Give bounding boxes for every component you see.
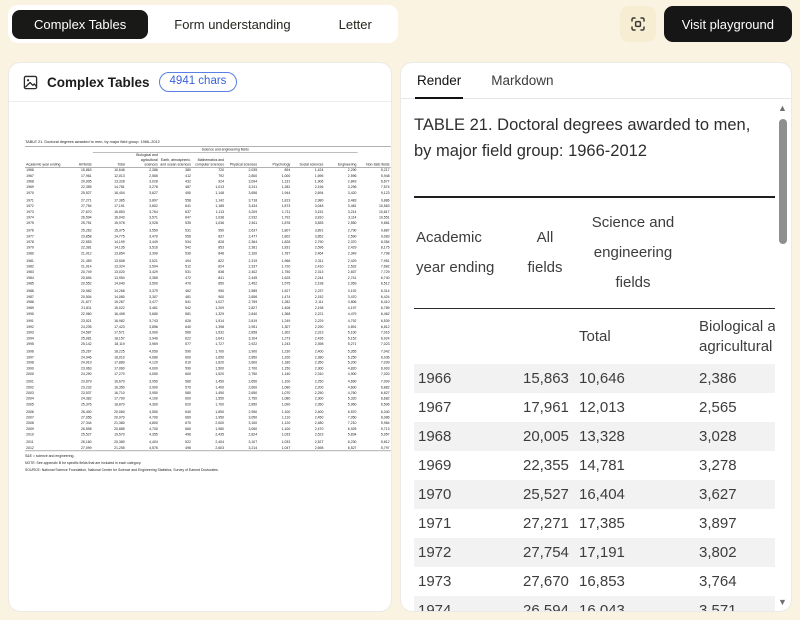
scanned-document[interactable]: TABLE 21. Doctoral degrees awarded to me… xyxy=(9,102,391,573)
scan-table-row: 1989 21,811 15,022 3,461 542 1,209 2,827 1,408 2… xyxy=(26,305,390,310)
table-row: 1973 27,670 16,853 3,764 xyxy=(418,573,737,591)
scan-table-row: 1986 20,582 14,268 3,379 462 950 2,585 1,527 2,2… xyxy=(26,288,390,293)
scan-table-row: 1978 22,553 14,199 3,449 534 828 2,364 1,828 2,7… xyxy=(26,239,390,244)
tab-markdown[interactable]: Markdown xyxy=(489,65,555,99)
source-panel-title: Complex Tables xyxy=(47,74,150,90)
table-row: 1974 26,594 16,043 3,571 xyxy=(414,596,775,611)
scan-table-row: 1977 23,858 14,775 3,470 556 837 2,477 1,802 3,8… xyxy=(26,234,390,239)
scan-table-row: 2010 25,527 19,570 4,355 496 2,435 2,824 1,033 2… xyxy=(26,432,390,437)
table-row: 1969 22,355 14,781 3,278 xyxy=(418,457,737,475)
scan-table-row: 2006 26,400 20,060 4,550 640 1,850 2,950 1,100 2… xyxy=(26,409,390,414)
fullscreen-scan-icon xyxy=(630,16,646,32)
scan-table-row: 1970 25,527 16,404 3,627 490 1,148 3,656 1,944 2… xyxy=(26,190,390,195)
scan-table-row: 1981 21,459 13,508 3,521 494 822 2,319 1,966 2,3… xyxy=(26,258,390,263)
scan-table-row: 1985 20,552 14,040 3,500 470 850 2,452 1,575 2,1… xyxy=(26,281,390,286)
scan-table-row: 1993 24,587 17,571 3,900 566 1,532 2,858 1,302 2… xyxy=(26,330,390,335)
vertical-scrollbar[interactable]: ▲ ▼ xyxy=(776,101,789,609)
scan-table-row: 1996 25,267 18,225 4,050 590 1,700 2,900 1,230 2… xyxy=(26,349,390,354)
top-bar: Complex Tables Form understanding Letter… xyxy=(8,4,792,44)
table-row: 1971 27,271 17,385 3,897 xyxy=(418,515,737,533)
scan-table-row: 1975 25,751 15,978 3,928 535 1,036 2,811 1,878 3… xyxy=(26,221,390,225)
scan-table-row: 1966 15,863 10,646 2,386 380 720 2,035 894 1,424… xyxy=(26,168,390,173)
scan-table-row: 1988 21,677 15,267 3,477 541 1,027 2,759 1,282 2… xyxy=(26,300,390,305)
scan-table-row: 1992 24,235 17,423 3,856 640 1,398 2,951 1,307 2… xyxy=(26,324,390,329)
source-panel-header: Complex Tables 4941 chars xyxy=(9,63,391,102)
char-count-badge: 4941 chars xyxy=(158,71,238,93)
visit-playground-button[interactable]: Visit playground xyxy=(663,6,792,42)
scan-table-row: 1979 22,381 14,135 3,516 542 853 2,381 1,831 2,5… xyxy=(26,245,390,250)
scan-table-row: 1999 23,963 17,060 4,000 590 1,500 2,700 1,150 2… xyxy=(26,366,390,371)
scanned-table-image: TABLE 21. Doctoral degrees awarded to me… xyxy=(25,140,391,475)
table-row: 1967 17,961 12,013 2,565 xyxy=(418,399,737,417)
scan-table-row: 1971 27,271 17,385 3,897 558 1,142 3,718 1,813 2… xyxy=(26,198,390,203)
scan-table-row: 2004 24,382 17,700 4,100 600 1,550 2,750 1,080 2… xyxy=(26,396,390,401)
table-row: 1972 27,754 17,191 3,802 xyxy=(414,538,775,568)
scan-table-row: 2000 24,290 17,270 4,050 600 1,520 2,750 1,140 2… xyxy=(26,372,390,376)
table-row: 1966 15,863 10,646 2,386 xyxy=(414,364,775,394)
scan-table-title: TABLE 21. Doctoral degrees awarded to me… xyxy=(25,140,160,145)
scan-table-row: 1976 25,262 15,375 3,559 531 950 2,637 1,807 3,8… xyxy=(26,228,390,233)
tab-form-understanding[interactable]: Form understanding xyxy=(152,10,312,39)
scan-table-row: 1984 20,694 13,954 3,365 472 841 2,445 1,625 2,2… xyxy=(26,275,390,280)
scan-table-row: 2009 26,598 20,885 4,700 660 1,980 3,050 1,100 2… xyxy=(26,426,390,431)
tab-complex-tables[interactable]: Complex Tables xyxy=(12,9,149,39)
scan-table-row: 2008 27,344 21,380 4,800 670 2,000 3,100 1,120 2… xyxy=(26,421,390,425)
scan-table-row: 1995 25,142 18,119 3,969 577 1,727 2,922 1,243 2… xyxy=(26,341,390,346)
scrollbar-thumb[interactable] xyxy=(778,119,787,244)
scan-table-row: 1973 27,670 16,853 3,764 637 1,113 3,209 1,711 3… xyxy=(26,209,390,214)
scan-table: Science and engineering fields Academic y… xyxy=(25,146,391,452)
scan-footnote: SOURCE: National Science Foundation, Nat… xyxy=(25,467,219,472)
top-bar-actions: Visit playground xyxy=(619,6,792,42)
scroll-down-arrow[interactable]: ▼ xyxy=(778,597,787,607)
scan-table-row: 1990 22,960 16,498 3,680 581 1,329 2,840 1,368 2… xyxy=(26,311,390,316)
scan-table-row: 1969 22,355 14,781 3,278 487 1,013 3,241 1,282 2… xyxy=(26,185,390,190)
scan-footnote: S&E = science and engineering. xyxy=(25,453,75,458)
rendered-table: Academic year ending All fields Science an… xyxy=(414,196,775,611)
scan-table-row: 2001 23,679 16,670 3,950 580 1,450 2,650 1,100 2… xyxy=(26,379,390,384)
fullscreen-button[interactable] xyxy=(619,6,656,42)
scan-table-row: 2002 23,232 16,350 3,900 570 1,400 2,600 1,080 2… xyxy=(26,385,390,390)
scan-table-row: 1972 27,754 17,191 3,802 641 1,185 3,434 1,873 3… xyxy=(26,204,390,208)
scan-table-row: 1983 20,749 13,020 3,429 531 838 2,402 1,750 2,3… xyxy=(26,270,390,274)
scan-table-row: 2011 26,160 20,380 4,404 522 2,404 3,107 1,033 2… xyxy=(26,439,390,444)
example-tab-group: Complex Tables Form understanding Letter xyxy=(8,5,398,43)
scan-table-row: 1991 23,521 16,982 3,743 626 1,514 2,819 1,249 2… xyxy=(26,319,390,324)
table-row: 1968 20,005 13,328 3,028 xyxy=(414,422,775,452)
scan-table-row: 1968 20,005 13,328 3,028 432 924 3,094 1,131 1,9… xyxy=(26,179,390,184)
render-output[interactable]: TABLE 21. Doctoral degrees awarded to me… xyxy=(401,100,775,611)
image-icon xyxy=(23,75,38,90)
scan-table-row: 1987 20,504 14,080 3,307 481 900 2,656 1,474 2,1… xyxy=(26,294,390,299)
output-panel: Render Markdown TABLE 21. Doctoral degre… xyxy=(400,62,792,612)
scan-footnotes: S&E = science and engineering. NOTE: See … xyxy=(25,454,391,472)
scan-table-row: 1967 17,961 12,013 2,565 412 792 2,800 1,000 1,6… xyxy=(26,173,390,178)
tab-render[interactable]: Render xyxy=(415,65,464,99)
scan-table-row: 1982 21,014 13,324 3,594 512 824 2,337 1,720 2,4… xyxy=(26,264,390,269)
scan-table-row: 2007 27,056 20,970 4,700 660 1,950 3,050 1,110 2… xyxy=(26,415,390,420)
scan-table-row: 1974 26,594 16,043 3,571 647 1,038 2,932 1,792 3… xyxy=(26,215,390,220)
tab-letter[interactable]: Letter xyxy=(317,10,394,39)
scan-footnote: NOTE: See appendix B for specific fields… xyxy=(25,460,142,465)
scan-table-row: 1997 24,946 18,010 4,080 600 1,650 2,850 1,200 2… xyxy=(26,355,390,359)
scan-table-row: 1980 21,912 13,854 3,390 530 846 2,100 1,787 2,4… xyxy=(26,251,390,256)
scan-table-row: 1994 25,081 18,157 3,940 622 1,641 3,104 1,273 2… xyxy=(26,336,390,341)
output-tab-strip: Render Markdown xyxy=(401,63,791,99)
scan-table-row: 2012 27,099 21,255 4,576 496 2,603 3,214 1,047 2… xyxy=(26,445,390,450)
scan-table-row: 2003 23,537 16,710 3,950 580 1,450 2,650 1,070 2… xyxy=(26,390,390,395)
rendered-table-title: TABLE 21. Doctoral degrees awarded to me… xyxy=(414,116,751,160)
scan-table-row: 1998 24,919 17,880 4,120 610 1,620 2,800 1,180 2… xyxy=(26,360,390,365)
table-row: 1970 25,527 16,404 3,627 xyxy=(414,480,775,510)
scan-table-row: 2005 25,376 18,870 4,300 620 1,700 2,850 1,090 2… xyxy=(26,402,390,407)
scroll-up-arrow[interactable]: ▲ xyxy=(778,103,787,113)
source-document-panel: Complex Tables 4941 chars TABLE 21. Doct… xyxy=(8,62,392,612)
